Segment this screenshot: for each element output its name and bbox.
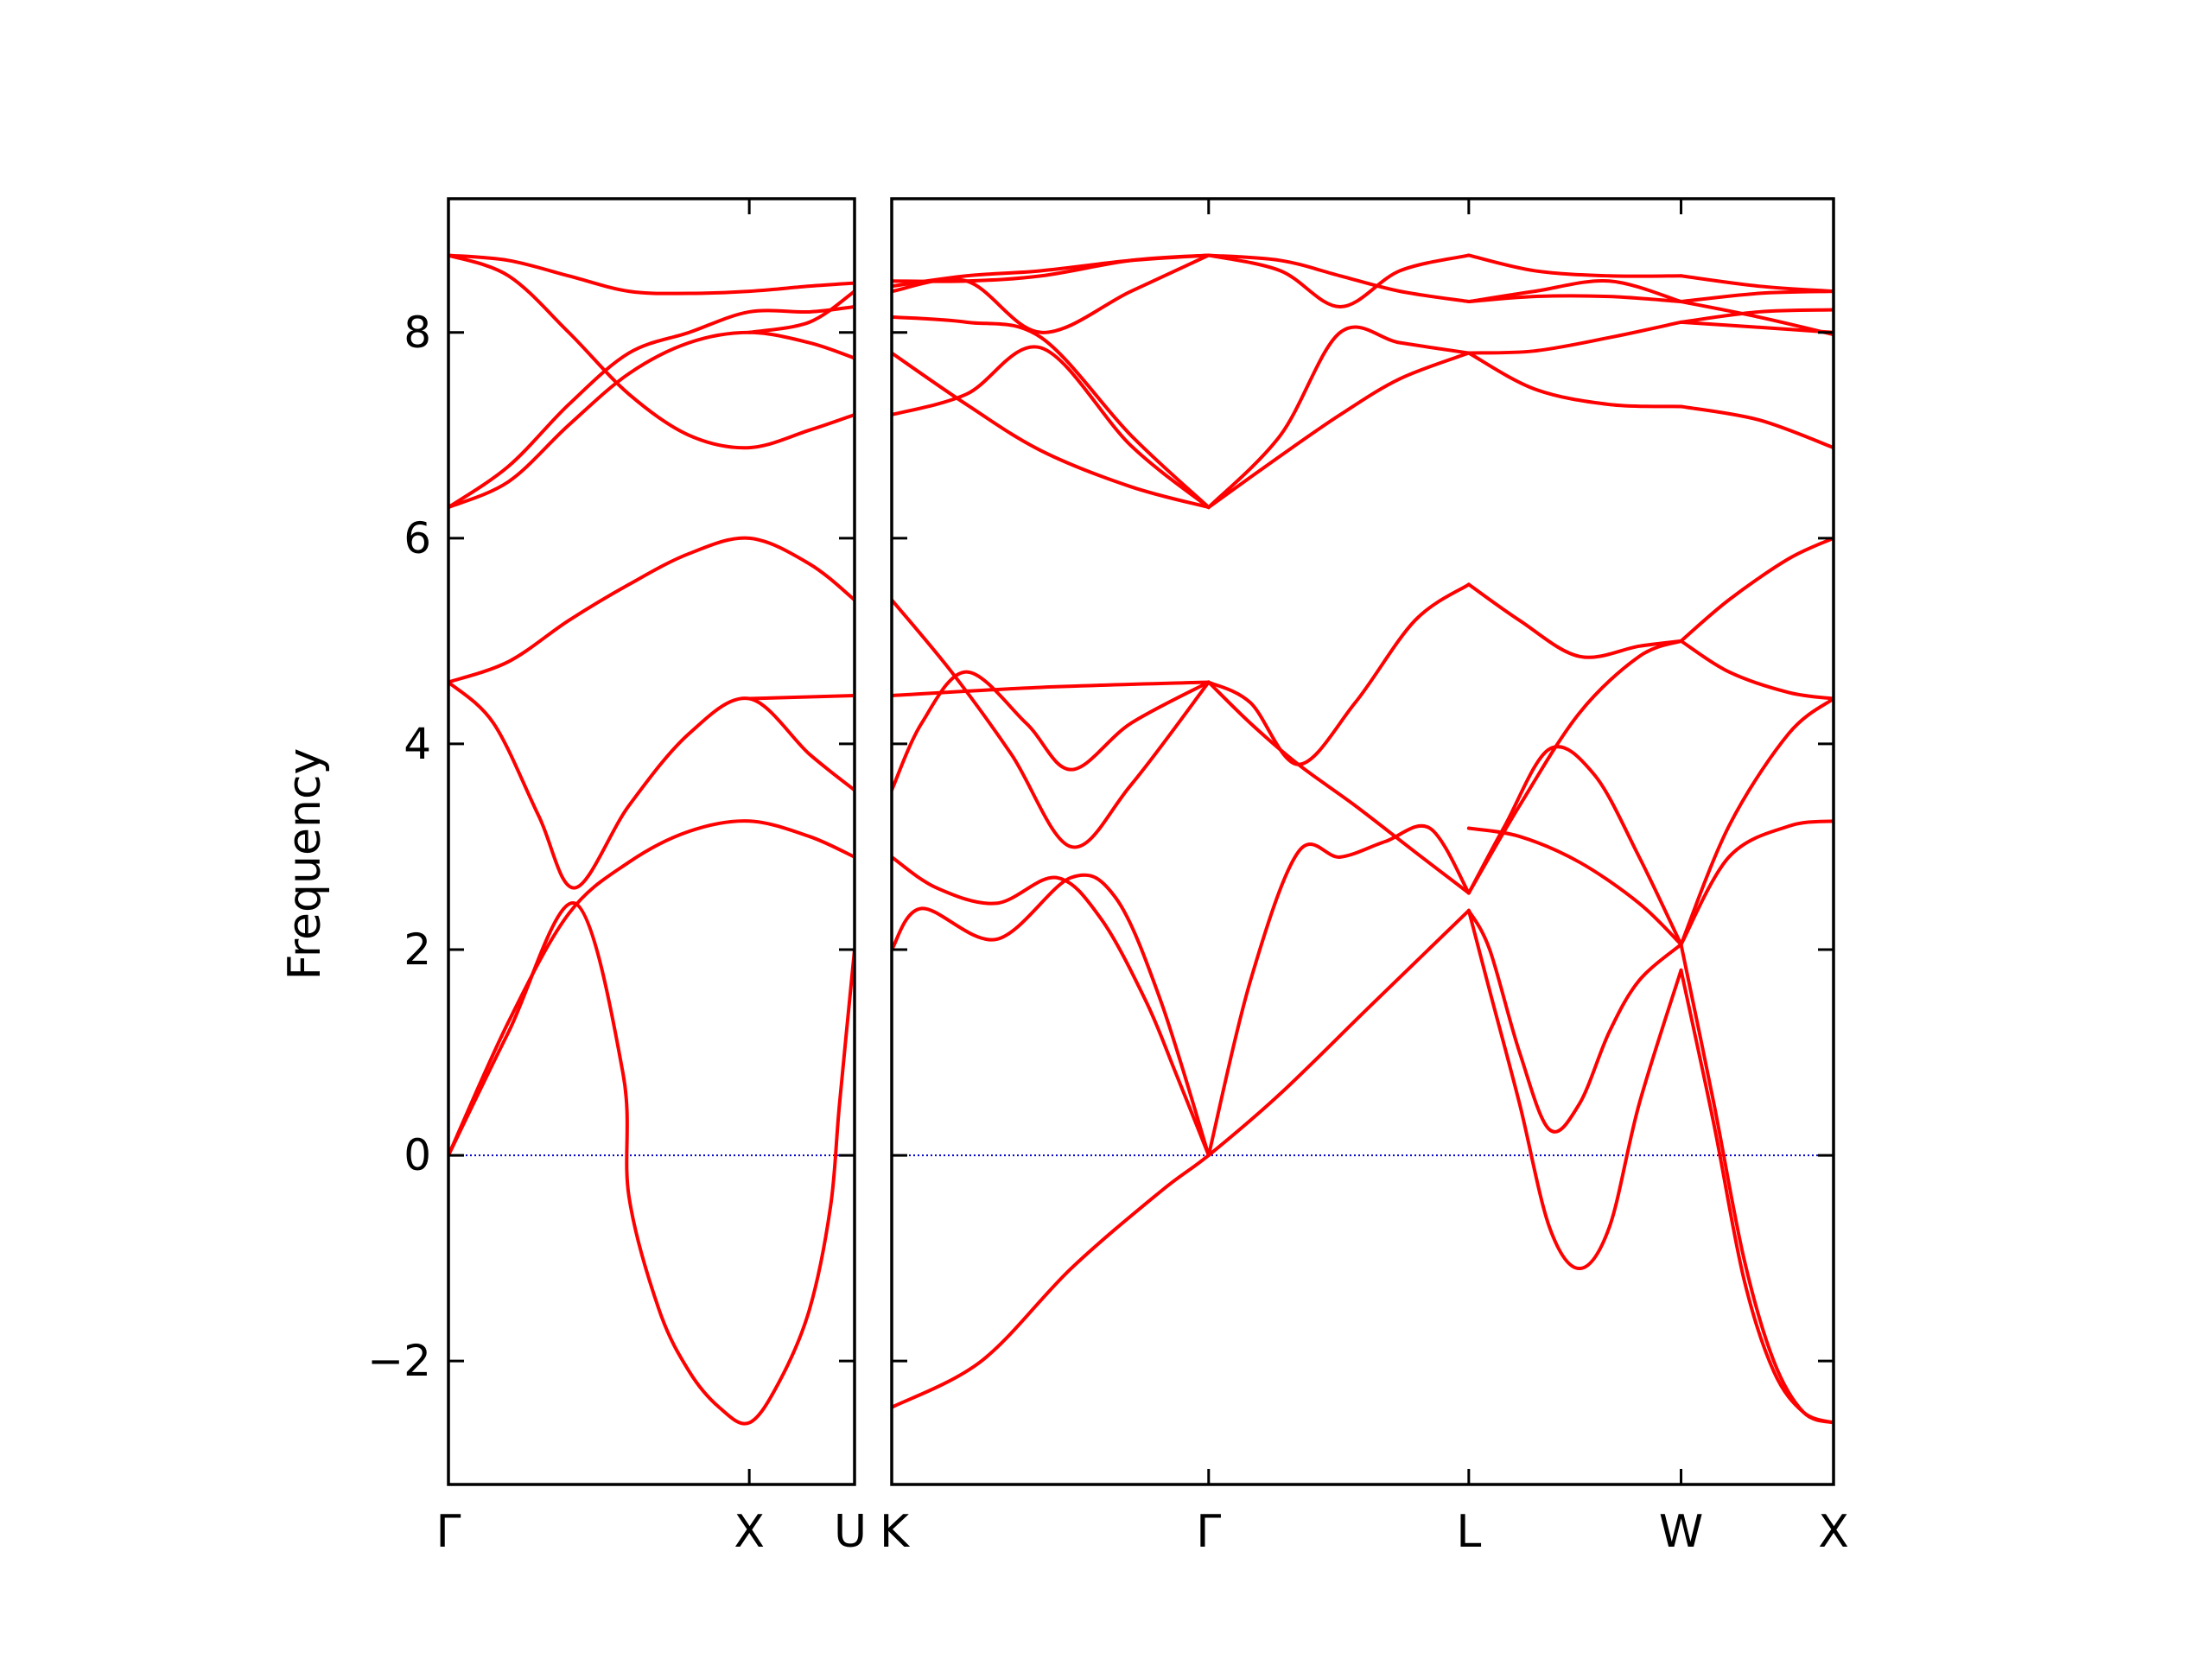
plot-layer: −2 0 2 4 6 8 Γ X U K Γ L W X (367, 197, 1849, 1558)
band-line (1206, 253, 1471, 304)
band-line (892, 253, 1211, 283)
band-line (892, 670, 1211, 792)
band-line (1679, 819, 1834, 947)
band-line (1679, 404, 1834, 450)
x-tick-label: L (1456, 1506, 1481, 1558)
band-line (892, 598, 1211, 849)
band-line (892, 345, 1211, 510)
band-line (1466, 294, 1683, 304)
panel-1: −2 0 2 4 6 8 Γ X U (367, 197, 867, 1558)
panel-frame (890, 197, 1835, 1486)
y-tick-label: 6 (404, 513, 431, 563)
band-line (892, 873, 1211, 1158)
band-line (448, 304, 855, 510)
band-line (1466, 826, 1683, 947)
band-line (1466, 253, 1683, 278)
y-tick-label: −2 (367, 1336, 431, 1386)
band-line (448, 253, 855, 296)
band-line (1679, 300, 1834, 337)
band-line (1206, 325, 1471, 510)
band-line (1466, 908, 1683, 1271)
band-line (448, 819, 855, 1158)
x-tick-label: X (734, 1506, 765, 1558)
y-tick-label: 0 (404, 1130, 431, 1180)
x-tick-label: X (1818, 1506, 1849, 1558)
band-line (1679, 639, 1834, 701)
band-line (892, 680, 1211, 697)
band-line (1679, 943, 1834, 1425)
band-line (448, 330, 855, 510)
band-line (747, 693, 855, 701)
band-line (1679, 536, 1834, 643)
band-line (448, 253, 855, 450)
band-line (1679, 274, 1834, 294)
band-line (448, 536, 855, 684)
band-line (892, 315, 1211, 510)
band-line (892, 351, 1211, 510)
x-tick-label: W (1659, 1506, 1703, 1558)
y-axis-label: Frequency (279, 748, 331, 981)
panel-frame (447, 197, 856, 1486)
band-line (892, 908, 1471, 1409)
band-line (747, 289, 855, 334)
band-line (1206, 582, 1471, 766)
band-line (1206, 253, 1471, 308)
band-line (1466, 639, 1683, 895)
band-line (1466, 320, 1683, 355)
band-line (1206, 680, 1471, 895)
band-line (1466, 582, 1683, 659)
bands-group (892, 253, 1834, 1425)
y-tick-label: 2 (404, 925, 431, 975)
band-line (1466, 351, 1683, 409)
band-line (1679, 308, 1834, 324)
band-line (892, 855, 1211, 1158)
band-line (1206, 351, 1471, 510)
x-tick-label: K (880, 1506, 911, 1558)
band-line (1679, 289, 1834, 304)
band-line (1466, 745, 1683, 947)
bands-group (448, 253, 855, 1426)
band-line (1466, 278, 1683, 304)
band-line (448, 901, 855, 1426)
band-line (1679, 696, 1834, 947)
band-line (1679, 968, 1834, 1425)
x-tick-label: Γ (436, 1506, 461, 1558)
band-line (1206, 823, 1471, 1158)
y-tick-label: 4 (404, 719, 431, 769)
band-line (448, 680, 855, 890)
x-tick-label: U (834, 1506, 867, 1558)
y-tick-label: 8 (404, 308, 431, 358)
x-tick-label: Γ (1196, 1506, 1221, 1558)
band-line (1466, 908, 1683, 1134)
